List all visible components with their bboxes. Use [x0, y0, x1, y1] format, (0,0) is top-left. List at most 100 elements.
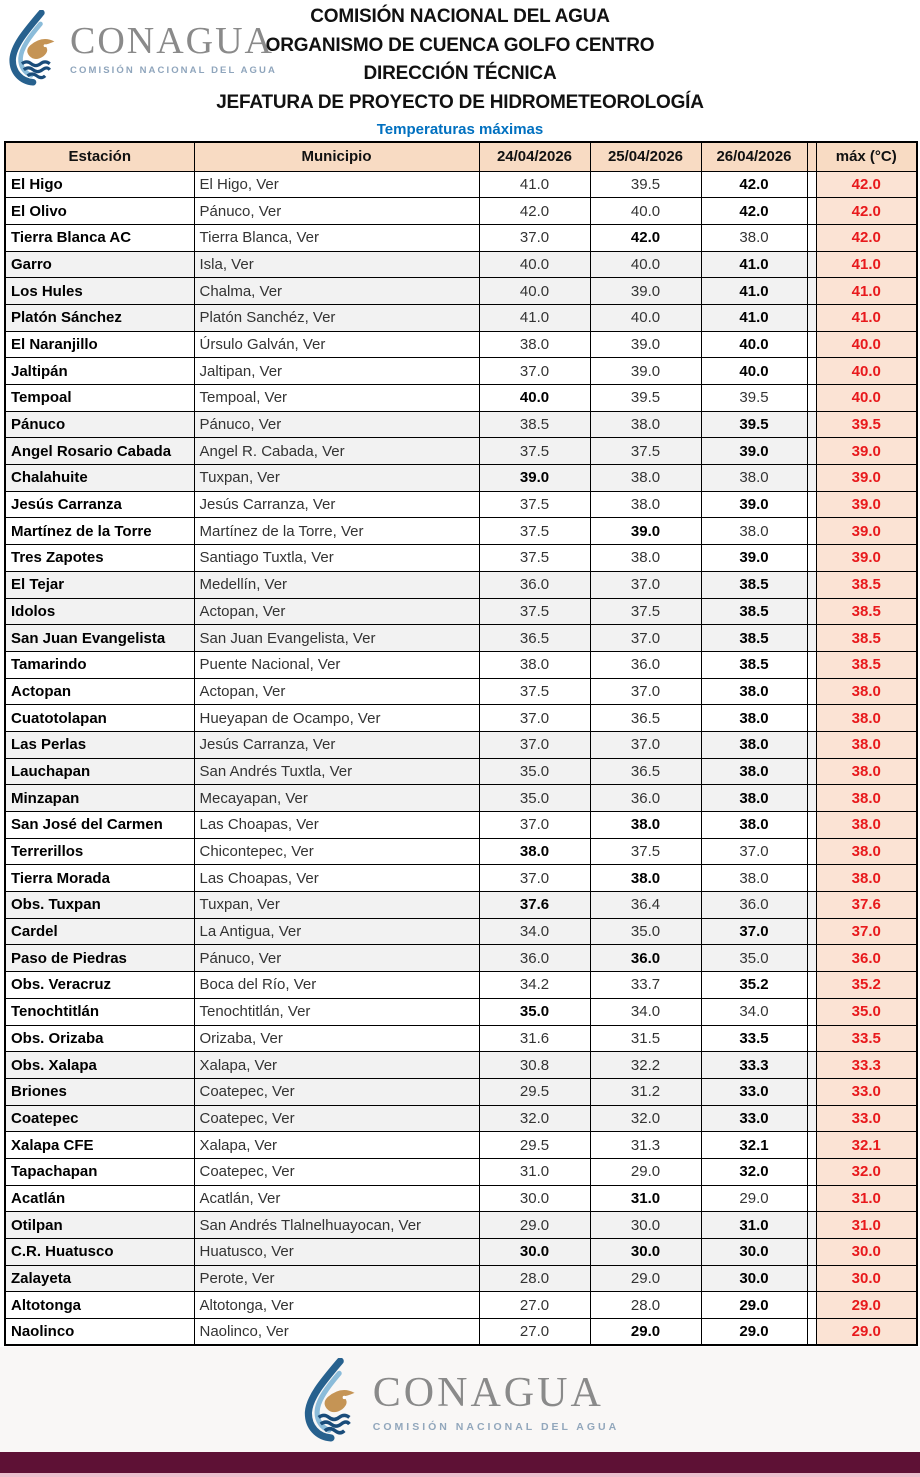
- municipio-cell: Huatusco, Ver: [193, 1238, 480, 1266]
- max-temperature-cell: 38.0: [815, 837, 918, 866]
- spacer-cell: [806, 624, 817, 652]
- spacer-cell: [806, 891, 817, 919]
- temperature-cell: 35.0: [589, 917, 702, 946]
- temperature-cell: 38.0: [478, 837, 591, 866]
- temperature-cell: 36.0: [478, 570, 591, 599]
- spacer-cell: [806, 170, 817, 199]
- table-row: Altotonga Altotonga, Ver 27.0 28.0 29.0 29.0: [4, 1291, 918, 1320]
- station-cell: San Juan Evangelista: [4, 624, 195, 652]
- station-cell: Briones: [4, 1077, 195, 1106]
- spacer-cell: [806, 784, 817, 812]
- municipio-cell: San Juan Evangelista, Ver: [193, 624, 480, 652]
- spacer-cell: [806, 1077, 817, 1106]
- table-row: Chalahuite Tuxpan, Ver 39.0 38.0 38.0 39.0: [4, 464, 918, 492]
- table-row: Jesús Carranza Jesús Carranza, Ver 37.5 38.…: [4, 490, 918, 519]
- spacer-cell: [806, 971, 817, 999]
- max-temperature-cell: 32.1: [815, 1131, 918, 1159]
- table-row: Obs. Xalapa Xalapa, Ver 30.8 32.2 33.3 33.3: [4, 1051, 918, 1079]
- spacer-cell: [806, 1131, 817, 1159]
- max-temperature-cell: 42.0: [815, 197, 918, 225]
- spacer-cell: [806, 437, 817, 466]
- temperature-cell: 40.0: [589, 197, 702, 225]
- column-header-spacer: [806, 141, 817, 172]
- temperature-cell: 38.0: [589, 464, 702, 492]
- max-temperatures-table: Estación Municipio 24/04/2026 25/04/2026…: [4, 141, 918, 1347]
- spacer-cell: [806, 597, 817, 626]
- temperature-cell: 31.0: [478, 1157, 591, 1186]
- table-row: Tenochtitlán Tenochtitlán, Ver 35.0 34.0 34.…: [4, 997, 918, 1026]
- temperature-cell: 37.0: [478, 864, 591, 893]
- table-row: Idolos Actopan, Ver 37.5 37.5 38.5 38.5: [4, 597, 918, 626]
- table-row: Tierra Blanca AC Tierra Blanca, Ver 37.0 42…: [4, 223, 918, 252]
- municipio-cell: Tempoal, Ver: [193, 384, 480, 412]
- temperature-cell: 31.6: [478, 1024, 591, 1053]
- temperature-cell: 38.5: [478, 410, 591, 439]
- spacer-cell: [806, 677, 817, 706]
- max-temperature-cell: 38.0: [815, 704, 918, 732]
- max-temperature-cell: 39.0: [815, 490, 918, 519]
- temperature-cell: 29.5: [478, 1131, 591, 1159]
- spacer-cell: [806, 1184, 817, 1213]
- station-cell: Obs. Orizaba: [4, 1024, 195, 1053]
- station-cell: Jaltipán: [4, 357, 195, 385]
- max-temperature-cell: 41.0: [815, 250, 918, 279]
- temperature-cell: 38.5: [700, 570, 808, 599]
- max-temperature-cell: 37.6: [815, 891, 918, 919]
- temperature-cell: 35.0: [478, 757, 591, 786]
- station-cell: El Naranjillo: [4, 330, 195, 359]
- table-row: Tierra Morada Las Choapas, Ver 37.0 38.0 38.…: [4, 864, 918, 893]
- temperature-cell: 40.0: [478, 250, 591, 279]
- municipio-cell: Chicontepec, Ver: [193, 837, 480, 866]
- spacer-cell: [806, 384, 817, 412]
- temperature-cell: 40.0: [478, 384, 591, 412]
- table-row: Las Perlas Jesús Carranza, Ver 37.0 37.0 38.…: [4, 730, 918, 759]
- temperature-cell: 38.5: [700, 650, 808, 679]
- municipio-cell: El Higo, Ver: [193, 170, 480, 199]
- spacer-cell: [806, 544, 817, 572]
- station-cell: Jesús Carranza: [4, 490, 195, 519]
- table-row: El Tejar Medellín, Ver 36.0 37.0 38.5 38.5: [4, 570, 918, 599]
- temperature-cell: 40.0: [589, 303, 702, 332]
- spacer-cell: [806, 650, 817, 679]
- temperature-cell: 30.0: [700, 1264, 808, 1293]
- spacer-cell: [806, 837, 817, 866]
- table-row: Minzapan Mecayapan, Ver 35.0 36.0 38.0 38.0: [4, 784, 918, 812]
- temperature-cell: 38.0: [589, 811, 702, 839]
- temperature-cell: 33.5: [700, 1024, 808, 1053]
- max-temperature-cell: 38.0: [815, 757, 918, 786]
- table-row: Coatepec Coatepec, Ver 32.0 32.0 33.0 33.0: [4, 1104, 918, 1133]
- table-row: Angel Rosario Cabada Angel R. Cabada, Ver…: [4, 437, 918, 466]
- municipio-cell: Tierra Blanca, Ver: [193, 223, 480, 252]
- temperature-cell: 39.0: [589, 277, 702, 305]
- footer-maroon-bar: [0, 1452, 920, 1473]
- table-row: Platón Sánchez Platón Sanchéz, Ver 41.0 40.…: [4, 303, 918, 332]
- table-row: El Olivo Pánuco, Ver 42.0 40.0 42.0 42.0: [4, 197, 918, 225]
- municipio-cell: Actopan, Ver: [193, 597, 480, 626]
- temperature-cell: 31.3: [589, 1131, 702, 1159]
- spacer-cell: [806, 997, 817, 1026]
- temperature-cell: 40.0: [589, 250, 702, 279]
- temperature-cell: 37.0: [589, 570, 702, 599]
- table-row: Obs. Tuxpan Tuxpan, Ver 37.6 36.4 36.0 37.6: [4, 891, 918, 919]
- temperature-cell: 28.0: [478, 1264, 591, 1293]
- conagua-logo-subtitle: COMISIÓN NACIONAL DEL AGUA: [372, 1421, 620, 1433]
- column-header-max: máx (°C): [815, 141, 918, 172]
- station-cell: Los Hules: [4, 277, 195, 305]
- station-cell: Angel Rosario Cabada: [4, 437, 195, 466]
- temperature-cell: 33.0: [700, 1077, 808, 1106]
- municipio-cell: Xalapa, Ver: [193, 1051, 480, 1079]
- temperature-cell: 30.8: [478, 1051, 591, 1079]
- temperature-cell: 40.0: [700, 357, 808, 385]
- spacer-cell: [806, 1051, 817, 1079]
- spacer-cell: [806, 1318, 817, 1346]
- table-row: Xalapa CFE Xalapa, Ver 29.5 31.3 32.1 32.1: [4, 1131, 918, 1159]
- conagua-logo-wordmark: CONAGUA: [372, 1370, 604, 1416]
- footer-pink-strip: [0, 1473, 920, 1477]
- temperature-cell: 29.0: [589, 1264, 702, 1293]
- temperature-cell: 37.0: [478, 730, 591, 759]
- spacer-cell: [806, 464, 817, 492]
- temperature-cell: 38.0: [700, 730, 808, 759]
- station-cell: El Olivo: [4, 197, 195, 225]
- municipio-cell: Orizaba, Ver: [193, 1024, 480, 1053]
- station-cell: Platón Sánchez: [4, 303, 195, 332]
